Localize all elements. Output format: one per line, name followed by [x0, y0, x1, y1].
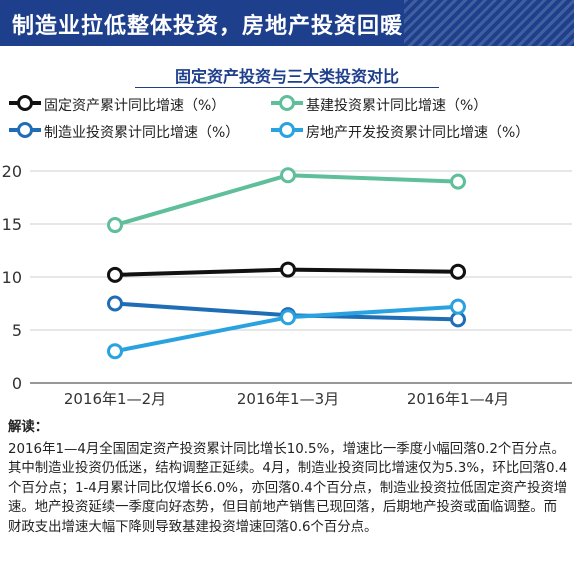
legend-marker-manufacturing	[9, 122, 41, 138]
x-axis-ticks: 2016年1—2月 2016年1—3月 2016年1—4月	[64, 390, 509, 408]
legend-marker-real-estate	[271, 122, 303, 138]
y-axis-ticks: 0 5 10 15 20	[2, 162, 22, 393]
data-point	[107, 217, 123, 234]
chart-title: 固定资产投资与三大类投资对比	[174, 67, 399, 86]
line-chart: 0 5 10 15 20 2016年1—2月 2016年1—3月 2016年1—4月	[2, 162, 572, 408]
data-point	[107, 295, 123, 312]
notes-body: 2016年1—4月全国固定资产投资累计同比增长10.5%，增速比一季度小幅回落0…	[8, 441, 568, 535]
data-point	[107, 266, 123, 283]
x-tick-label: 2016年1—4月	[407, 390, 509, 408]
y-tick-label: 5	[12, 321, 22, 340]
legend-marker-infrastructure	[271, 95, 303, 111]
data-point	[450, 298, 466, 315]
y-tick-label: 20	[2, 162, 22, 181]
x-tick-label: 2016年1—2月	[64, 390, 166, 408]
data-point	[280, 167, 296, 184]
legend-label-real-estate: 房地产开发投资累计同比增速（%）	[306, 125, 530, 141]
series-lines	[107, 167, 466, 360]
y-tick-label: 10	[2, 268, 22, 287]
legend-label-fixed-asset: 固定资产累计同比增速（%）	[44, 98, 226, 114]
data-point	[107, 343, 123, 360]
y-tick-label: 0	[12, 374, 22, 393]
analysis-notes: 解读： 2016年1—4月全国固定资产投资累计同比增长10.5%，增速比一季度小…	[8, 418, 568, 537]
y-tick-label: 15	[2, 215, 22, 234]
legend-label-infrastructure: 基建投资累计同比增速（%）	[306, 98, 488, 114]
banner-title: 制造业拉低整体投资，房地产投资回暖	[12, 14, 404, 39]
title-banner: 制造业拉低整体投资，房地产投资回暖	[0, 0, 574, 46]
data-point	[450, 311, 466, 328]
data-point	[280, 261, 296, 278]
banner-stripes	[404, 0, 574, 46]
data-point	[450, 263, 466, 280]
data-point	[280, 309, 296, 326]
chart-title-underline	[135, 87, 439, 88]
notes-heading: 解读：	[8, 420, 49, 435]
legend-marker-fixed-asset	[9, 95, 41, 111]
legend-label-manufacturing: 制造业投资累计同比增速（%）	[44, 125, 240, 141]
data-point	[450, 173, 466, 190]
x-tick-label: 2016年1—3月	[237, 390, 339, 408]
